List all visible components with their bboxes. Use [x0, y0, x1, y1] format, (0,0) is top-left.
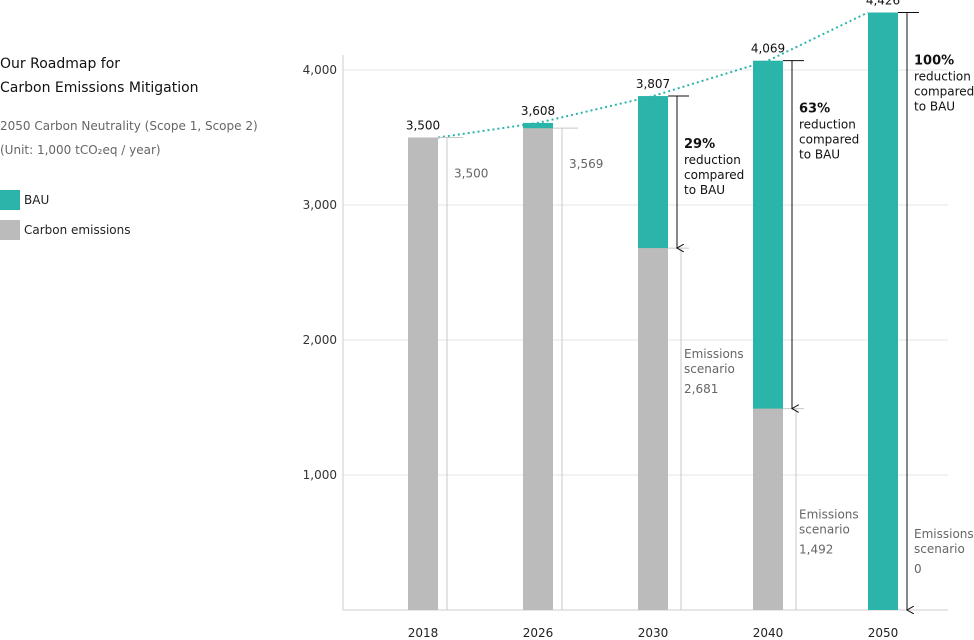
- x-tick-label: 2018: [408, 626, 439, 640]
- emissions-value-label: 3,569: [569, 157, 603, 171]
- y-tick-label: 1,000: [303, 468, 337, 482]
- bar-emissions: [638, 248, 668, 610]
- legend-label-emissions: Carbon emissions: [24, 223, 131, 237]
- bau-value-label: 3,500: [406, 119, 440, 133]
- emissions-value-label: 2,681: [684, 382, 718, 396]
- reduction-text: reduction: [914, 69, 971, 83]
- x-tick-label: 2050: [868, 626, 899, 640]
- reduction-percent: 63%: [799, 102, 830, 117]
- legend-swatch-bau: [0, 190, 20, 210]
- legend-swatch-emissions: [0, 220, 20, 240]
- reduction-text: compared: [914, 84, 974, 98]
- y-tick-label: 4,000: [303, 63, 337, 77]
- bau-value-label: 4,426: [866, 0, 900, 7]
- chart-subtitle-line1: 2050 Carbon Neutrality (Scope 1, Scope 2…: [0, 119, 258, 133]
- scenario-label: scenario: [914, 542, 965, 556]
- scenario-label: Emissions: [799, 508, 859, 522]
- scenario-label: scenario: [799, 523, 850, 537]
- bar-emissions: [408, 137, 438, 610]
- x-tick-label: 2040: [753, 626, 784, 640]
- y-tick-label: 3,000: [303, 198, 337, 212]
- reduction-text: reduction: [684, 153, 741, 167]
- legend-label-bau: BAU: [24, 193, 50, 207]
- bau-value-label: 4,069: [751, 42, 785, 56]
- chart-title-line2: Carbon Emissions Mitigation: [0, 80, 199, 96]
- legend: BAU Carbon emissions: [0, 190, 131, 250]
- chart-unit: (Unit: 1,000 tCO₂eq / year): [0, 143, 161, 157]
- scenario-label: Emissions: [914, 527, 974, 541]
- x-tick-label: 2026: [523, 626, 554, 640]
- bau-value-label: 3,608: [521, 104, 555, 118]
- y-tick-label: 2,000: [303, 333, 337, 347]
- legend-item-bau: BAU: [0, 190, 131, 210]
- scenario-label: scenario: [684, 362, 735, 376]
- bar-bau: [868, 12, 898, 611]
- reduction-text: to BAU: [684, 183, 725, 197]
- reduction-percent: 100%: [914, 53, 954, 68]
- scenario-label: Emissions: [684, 347, 744, 361]
- emissions-value-label: 1,492: [799, 543, 833, 557]
- bar-emissions: [753, 408, 783, 610]
- legend-item-emissions: Carbon emissions: [0, 220, 131, 240]
- reduction-text: reduction: [799, 118, 856, 132]
- bau-value-label: 3,807: [636, 77, 670, 91]
- reduction-text: to BAU: [799, 148, 840, 162]
- x-tick-label: 2030: [638, 626, 669, 640]
- reduction-text: to BAU: [914, 99, 955, 113]
- chart-title: Our Roadmap for Carbon Emissions Mitigat…: [0, 52, 199, 100]
- reduction-text: compared: [684, 168, 744, 182]
- emissions-value-label: 0: [914, 562, 922, 576]
- bau-trend-line: [437, 11, 869, 139]
- chart-title-line1: Our Roadmap for: [0, 56, 121, 72]
- bar-emissions: [523, 128, 553, 610]
- emissions-value-label: 3,500: [454, 167, 488, 181]
- reduction-percent: 29%: [684, 137, 715, 152]
- chart-subtitle: 2050 Carbon Neutrality (Scope 1, Scope 2…: [0, 114, 258, 162]
- reduction-text: compared: [799, 133, 859, 147]
